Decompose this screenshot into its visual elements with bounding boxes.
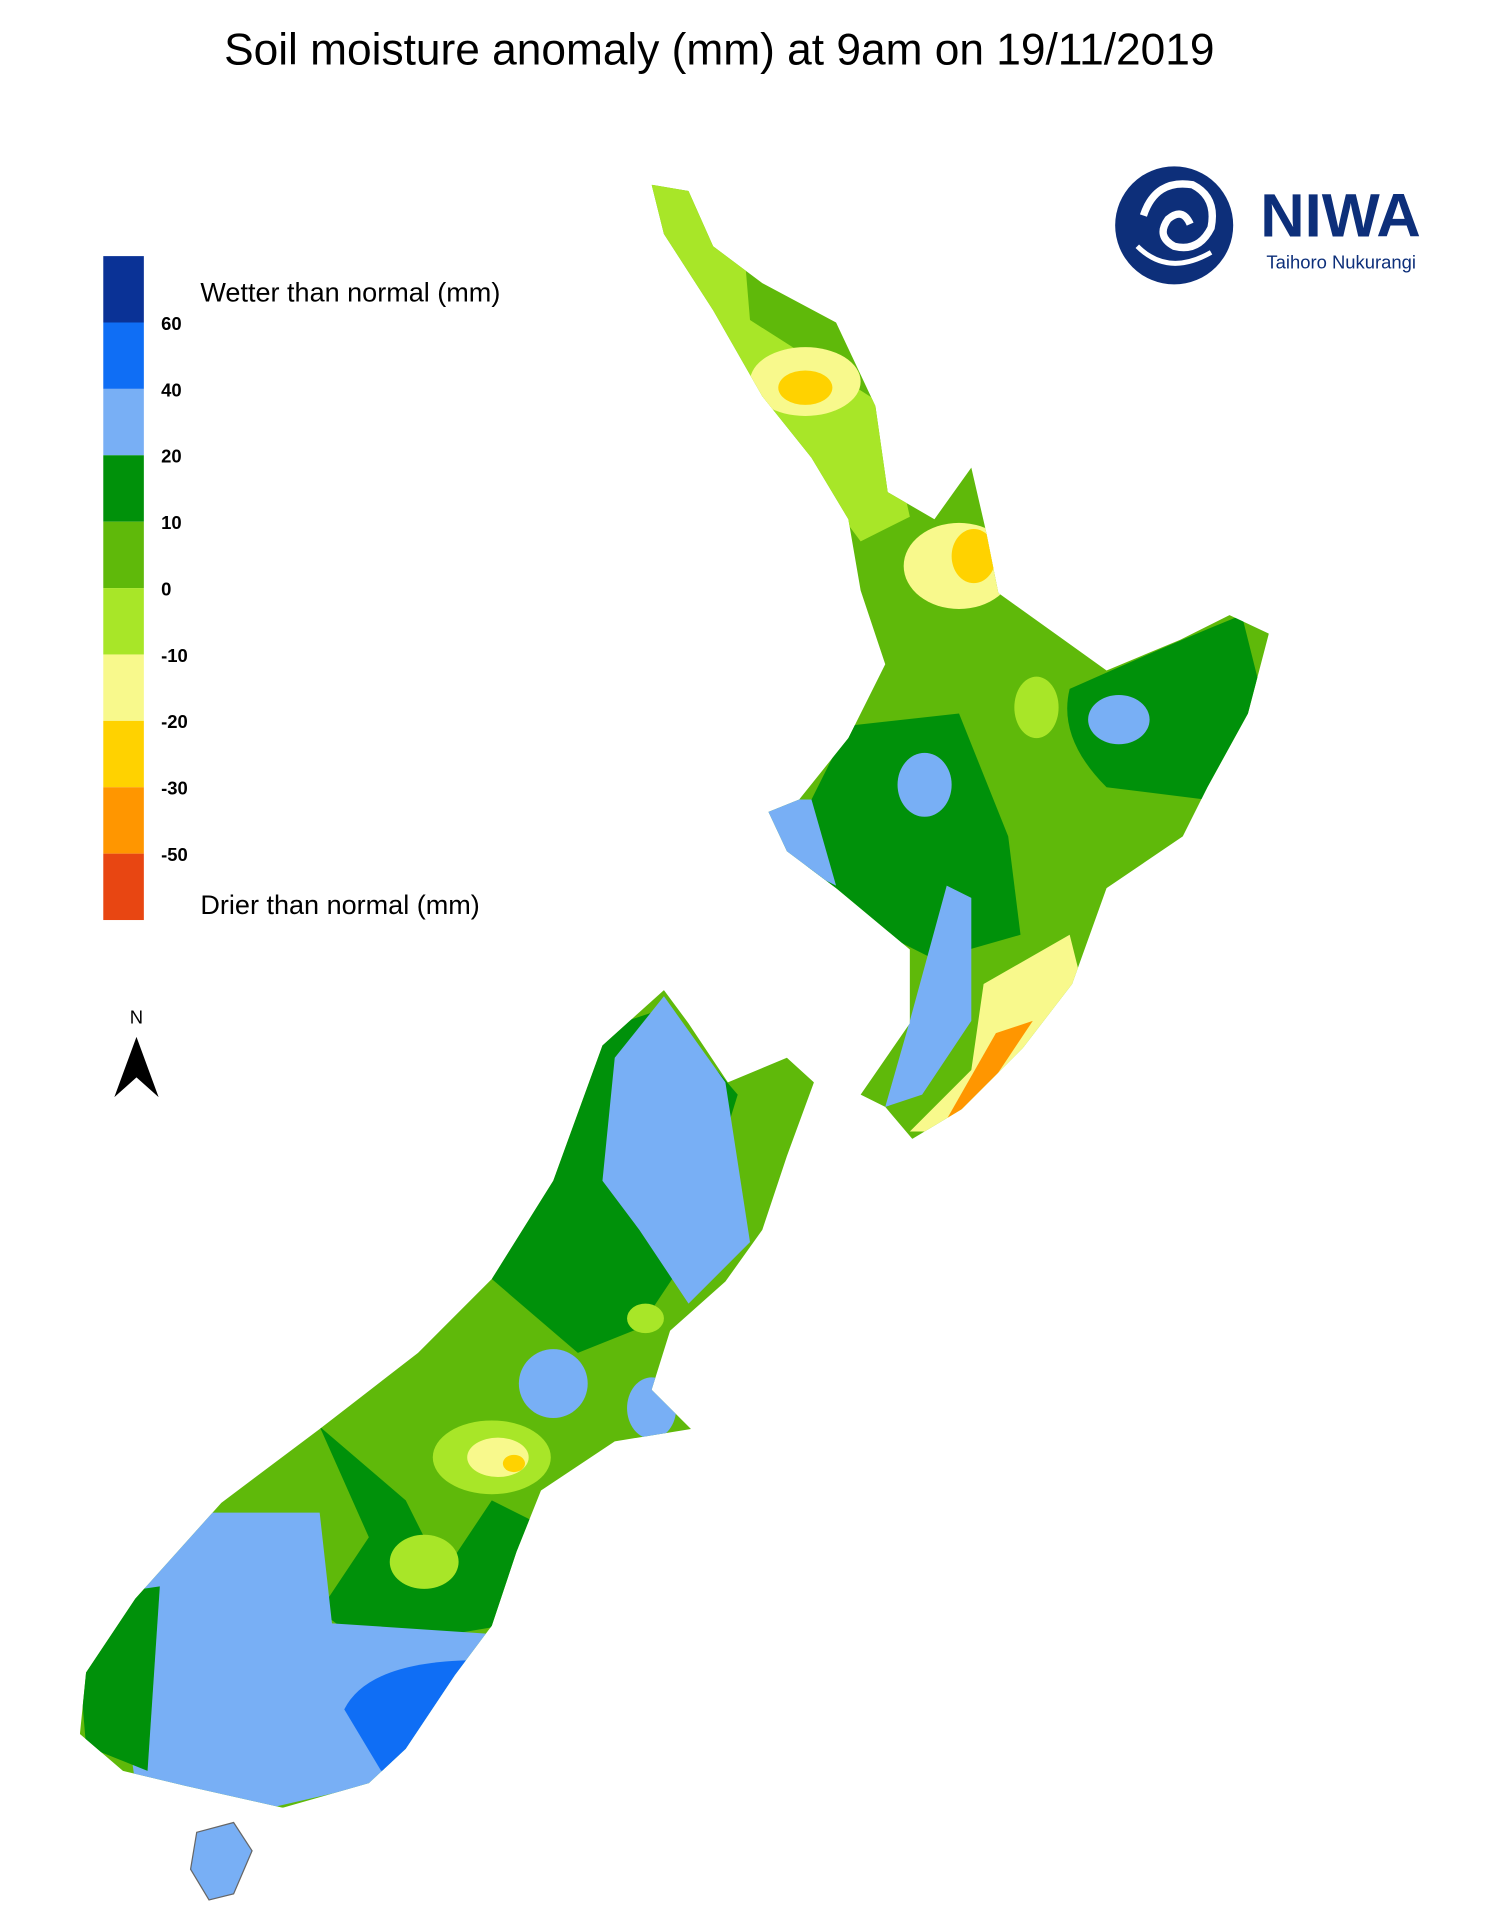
legend-swatch xyxy=(103,521,144,589)
title: Soil moisture anomaly (mm) at 9am on 19/… xyxy=(224,25,1214,74)
logo-name: NIWA xyxy=(1260,181,1421,250)
legend-swatch xyxy=(103,654,144,721)
legend-swatch xyxy=(103,720,144,788)
legend-label: -20 xyxy=(161,711,188,732)
legend-swatch xyxy=(103,853,144,921)
stewart-island xyxy=(189,1821,253,1901)
legend-label: -30 xyxy=(161,778,188,799)
legend-label: -10 xyxy=(161,645,188,666)
legend-swatch xyxy=(103,388,144,456)
legend-drier: Drier than normal (mm) xyxy=(200,890,479,920)
legend-label: 0 xyxy=(161,578,171,599)
legend-label: 40 xyxy=(161,379,182,400)
north-arrow xyxy=(114,1036,159,1098)
logo: NIWA Taihoro Nukurangi xyxy=(1115,166,1421,285)
north-label: N xyxy=(130,1006,143,1027)
legend-label: 10 xyxy=(161,512,182,533)
legend-swatch xyxy=(103,322,144,389)
logo-subtitle: Taihoro Nukurangi xyxy=(1266,251,1416,272)
south-island xyxy=(79,990,814,1808)
legend-swatch xyxy=(103,787,144,854)
legend-wetter: Wetter than normal (mm) xyxy=(200,278,500,308)
north-island xyxy=(651,184,1269,1139)
legend-label: 20 xyxy=(161,446,182,467)
legend-swatch xyxy=(103,588,144,655)
legend-label: -50 xyxy=(161,844,188,865)
legend-swatch xyxy=(103,256,144,323)
legend-swatch xyxy=(103,455,144,522)
legend: Wetter than normal (mm) Drier than norma… xyxy=(103,256,500,921)
legend-label: 60 xyxy=(161,313,182,334)
